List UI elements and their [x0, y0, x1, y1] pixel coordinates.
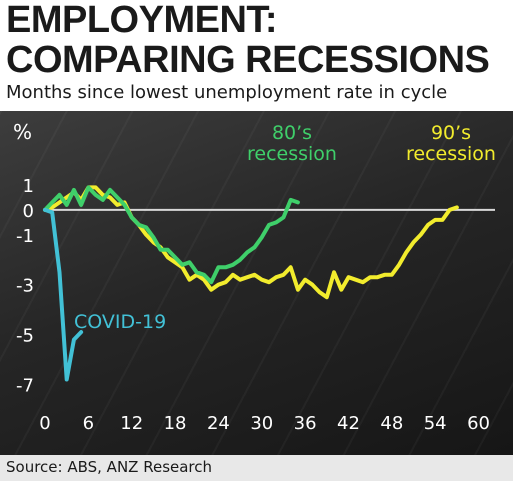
- y-tick-label: -3: [16, 276, 34, 297]
- source-text: Source: ABS, ANZ Research: [6, 458, 213, 476]
- x-tick-label: 18: [164, 413, 187, 434]
- series-label-90s-recession: recession: [406, 143, 496, 165]
- chart-title-line1: EMPLOYMENT:: [6, 0, 278, 41]
- y-axis-unit-label: %: [13, 120, 32, 144]
- y-tick-label: 1: [23, 176, 34, 197]
- chart-panel: % 1 0 -1 -3 -5 -7 0 6 12 18 24 30 36 42 48 54 60 COVID-19 8…: [0, 111, 513, 455]
- series-line-90s-recession: [43, 185, 459, 300]
- x-tick-label: 12: [120, 413, 143, 434]
- series-label-90s-recession: 90’s: [431, 122, 471, 144]
- x-tick-label: 6: [83, 413, 94, 434]
- x-tick-label: 60: [467, 413, 490, 434]
- chart-canvas: %10-1-3-5-70 6 12 18 24 30 36 42 48 54 60COVID-198…: [13, 120, 496, 434]
- source-footer: Source: ABS, ANZ Research: [0, 455, 513, 481]
- x-tick-label: 36: [294, 413, 317, 434]
- x-tick-label: 48: [380, 413, 403, 434]
- x-tick-label: 24: [207, 413, 230, 434]
- series-label-80s-recession: recession: [247, 143, 337, 165]
- y-tick-label: 0: [23, 201, 34, 222]
- x-tick-label: 42: [337, 413, 360, 434]
- chart-title-line2: COMPARING RECESSIONS: [6, 39, 490, 81]
- y-tick-label: -1: [16, 226, 34, 247]
- x-tick-label: 54: [424, 413, 447, 434]
- series-line-80s-recession: [43, 185, 300, 285]
- y-tick-label: -5: [16, 326, 34, 347]
- chart-subtitle: Months since lowest unemployment rate in…: [6, 82, 448, 103]
- y-tick-label: -7: [16, 376, 34, 397]
- series-line-covid-19: [43, 207, 84, 382]
- x-tick-label: 30: [250, 413, 273, 434]
- chart-header: EMPLOYMENT: COMPARING RECESSIONS Months …: [0, 0, 513, 111]
- series-label-covid-19: COVID-19: [74, 311, 166, 333]
- x-tick-label: 0: [39, 413, 50, 434]
- series-label-80s-recession: 80’s: [272, 122, 312, 144]
